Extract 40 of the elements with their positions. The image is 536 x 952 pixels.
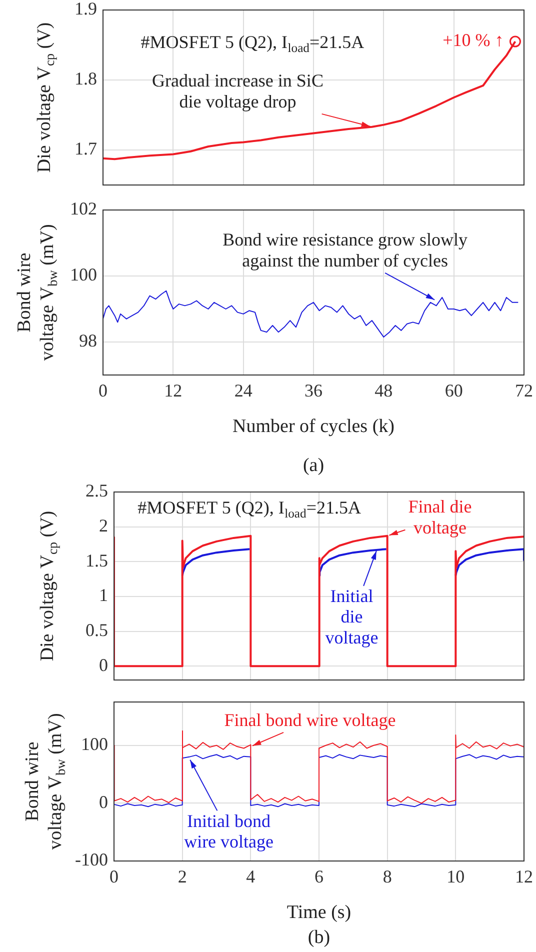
x-tick-label: 4 xyxy=(246,866,256,887)
y-axis-title: Die voltage Vcp (V) xyxy=(34,22,58,173)
x-tick-label: 6 xyxy=(314,866,324,887)
x-axis-title: Number of cycles (k) xyxy=(232,416,394,437)
y-tick-label: 2.5 xyxy=(86,480,108,501)
y-tick-label: 102 xyxy=(70,198,97,219)
annotation: Final bond wire voltage xyxy=(224,710,396,730)
y-axis-title: Die voltage Vcp (V) xyxy=(36,510,60,662)
y-tick-label: 1.7 xyxy=(74,138,97,159)
y-tick-label: 100 xyxy=(70,264,97,285)
y-tick-label: 1.5 xyxy=(86,550,108,570)
x-tick-label: 36 xyxy=(304,380,322,401)
y-tick-label: 1.8 xyxy=(74,68,97,89)
x-tick-label: 12 xyxy=(515,866,533,887)
x-tick-label: 12 xyxy=(164,380,182,401)
annotation: +10 % ↑ xyxy=(442,30,504,50)
x-tick-label: 10 xyxy=(446,866,465,887)
y-tick-label: -100 xyxy=(75,850,108,870)
y-tick-label: 0.5 xyxy=(86,620,108,640)
y-tick-label: 1.9 xyxy=(74,0,97,19)
x-axis-title: Time (s) xyxy=(286,902,352,923)
y-tick-label: 2 xyxy=(99,516,108,536)
annotation: Final die voltage xyxy=(408,496,472,538)
text: (a) xyxy=(302,454,324,476)
text: (b) xyxy=(308,926,330,948)
x-tick-label: 60 xyxy=(444,380,463,401)
x-tick-label: 2 xyxy=(178,866,187,887)
annotation: Gradual increase in SiC die voltage drop xyxy=(152,70,324,112)
annotation: Initial bond wire voltage xyxy=(184,810,274,852)
x-tick-label: 72 xyxy=(515,380,533,401)
y-tick-label: 0 xyxy=(99,654,108,675)
y-tick-label: 1 xyxy=(99,585,108,606)
annotation: Bond wire resistance grow slowly against the number of cycles xyxy=(222,230,468,270)
x-tick-label: 8 xyxy=(382,866,392,887)
x-tick-label: 48 xyxy=(374,380,393,401)
y-tick-label: 100 xyxy=(81,734,108,754)
y-tick-label: 0 xyxy=(99,792,108,812)
annotation: Initial die voltage xyxy=(325,586,378,648)
x-tick-label: 24 xyxy=(234,380,252,401)
y-tick-label: 98 xyxy=(79,330,97,351)
